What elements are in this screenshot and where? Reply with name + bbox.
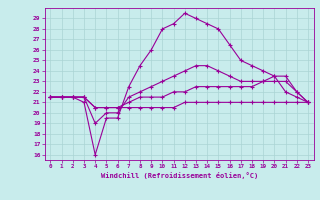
X-axis label: Windchill (Refroidissement éolien,°C): Windchill (Refroidissement éolien,°C): [100, 172, 258, 179]
